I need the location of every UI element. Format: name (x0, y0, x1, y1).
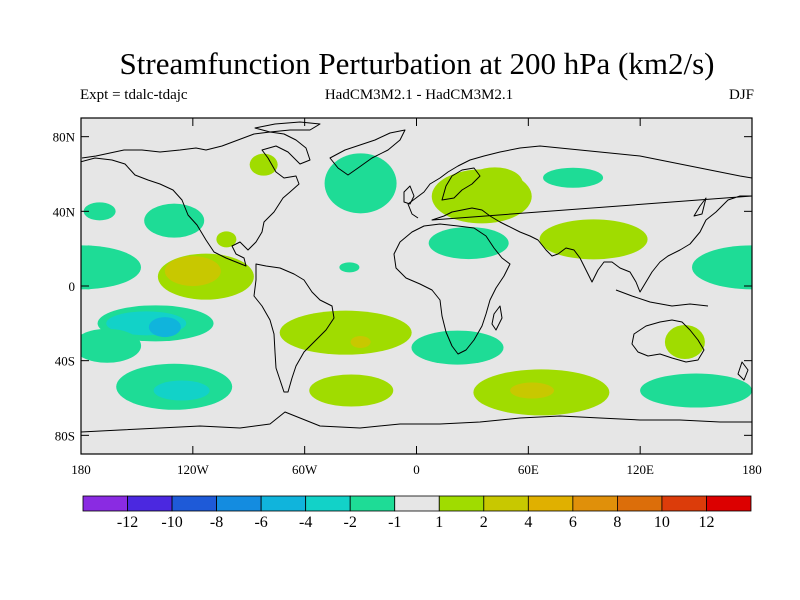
contour-regions (81, 153, 752, 416)
contour-region (466, 167, 523, 200)
contour-region (216, 231, 237, 248)
season-label: DJF (728, 87, 754, 103)
lat-tick-label: 0 (69, 279, 76, 294)
coastline-africa (393, 223, 511, 355)
contour-region (249, 153, 278, 176)
colorbar: -12 -10 -8 -6 -4 -2 -1 1 2 4 6 8 10 12 (82, 495, 752, 531)
map-axes: 80N 40N 0 40S 80S 180 120W 60W 0 60E 120E 180 (53, 118, 762, 477)
lon-tick-label: 180 (71, 462, 91, 477)
coastline-greenland (329, 129, 406, 176)
contour-region (148, 317, 181, 338)
lat-tick-label: 40N (53, 204, 76, 219)
contour-region (411, 330, 504, 365)
coastline-arctic-islands (254, 121, 321, 133)
experiment-label: Expt = tdalc-tdajc (80, 87, 188, 103)
contour-region (83, 202, 116, 221)
lat-tick-label: 80N (53, 130, 76, 145)
contour-region (640, 373, 752, 408)
colorbar-label: -1 (388, 514, 401, 531)
contour-region (350, 336, 371, 348)
coastlines (81, 121, 752, 433)
lon-tick-label: 0 (413, 462, 420, 477)
colorbar-swatch (349, 495, 396, 512)
coastline-south-america (253, 263, 335, 393)
coastline-new-zealand (737, 361, 749, 381)
contour-region (339, 262, 360, 273)
model-label: HadCM3M2.1 - HadCM3M2.1 (324, 87, 514, 103)
colorbar-swatch (617, 495, 663, 512)
contour-region (81, 245, 141, 290)
coastline-north-america (81, 131, 311, 267)
colorbar-swatch (305, 495, 351, 512)
colorbar-label: -12 (117, 514, 138, 531)
contour-region (144, 203, 205, 238)
colorbar-swatch (171, 495, 217, 512)
contour-region (692, 245, 752, 290)
lon-tick-label: 120E (626, 462, 654, 477)
contour-region (543, 167, 604, 188)
colorbar-swatch (260, 495, 307, 512)
contour-region (81, 328, 142, 363)
colorbar-label: 8 (613, 514, 621, 531)
colorbar-swatch (483, 495, 529, 512)
colorbar-swatch (527, 495, 574, 512)
lon-tick-label: 180 (742, 462, 762, 477)
colorbar-label: -8 (210, 514, 223, 531)
colorbar-swatch (82, 495, 128, 512)
colorbar-label: 6 (569, 514, 577, 531)
coastline-japan (693, 197, 707, 217)
colorbar-label: 12 (698, 514, 714, 531)
colorbar-swatch (394, 495, 440, 512)
colorbar-label: -2 (344, 514, 357, 531)
coastline-australia (631, 319, 705, 363)
contour-region (153, 380, 210, 401)
contour-region (324, 153, 397, 214)
coastline-antarctica (81, 411, 752, 433)
contour-region (510, 382, 555, 399)
lon-tick-label: 60E (518, 462, 539, 477)
contour-region (279, 310, 412, 355)
contour-region (664, 325, 705, 359)
colorbar-label: -10 (161, 514, 182, 531)
colorbar-swatch (216, 495, 262, 512)
contour-region (164, 256, 221, 287)
colorbar-swatch (706, 495, 752, 512)
coastline-british-isles (403, 185, 415, 205)
colorbar-label: -4 (299, 514, 312, 531)
colorbar-swatch (127, 495, 173, 512)
colorbar-label: 1 (435, 514, 443, 531)
contour-region (428, 227, 509, 260)
contour-region (81, 389, 82, 392)
coastline-scandinavia (441, 167, 481, 201)
colorbar-label: 10 (654, 514, 670, 531)
chart-title: Streamfunction Perturbation at 200 hPa (… (119, 46, 715, 81)
coastline-indonesia (615, 289, 709, 307)
lat-tick-label: 80S (55, 428, 75, 443)
lat-tick-label: 40S (55, 354, 75, 369)
lon-tick-label: 60W (292, 462, 318, 477)
coastline-madagascar (491, 305, 503, 331)
colorbar-label: 2 (480, 514, 488, 531)
contour-region (309, 374, 394, 407)
lon-tick-label: 120W (177, 462, 210, 477)
colorbar-swatch (572, 495, 618, 512)
colorbar-swatch (438, 495, 485, 512)
contour-region (539, 219, 648, 260)
coastline-eurasia (407, 145, 752, 293)
colorbar-label: -6 (254, 514, 267, 531)
colorbar-swatch (661, 495, 707, 512)
colorbar-label: 4 (524, 514, 532, 531)
